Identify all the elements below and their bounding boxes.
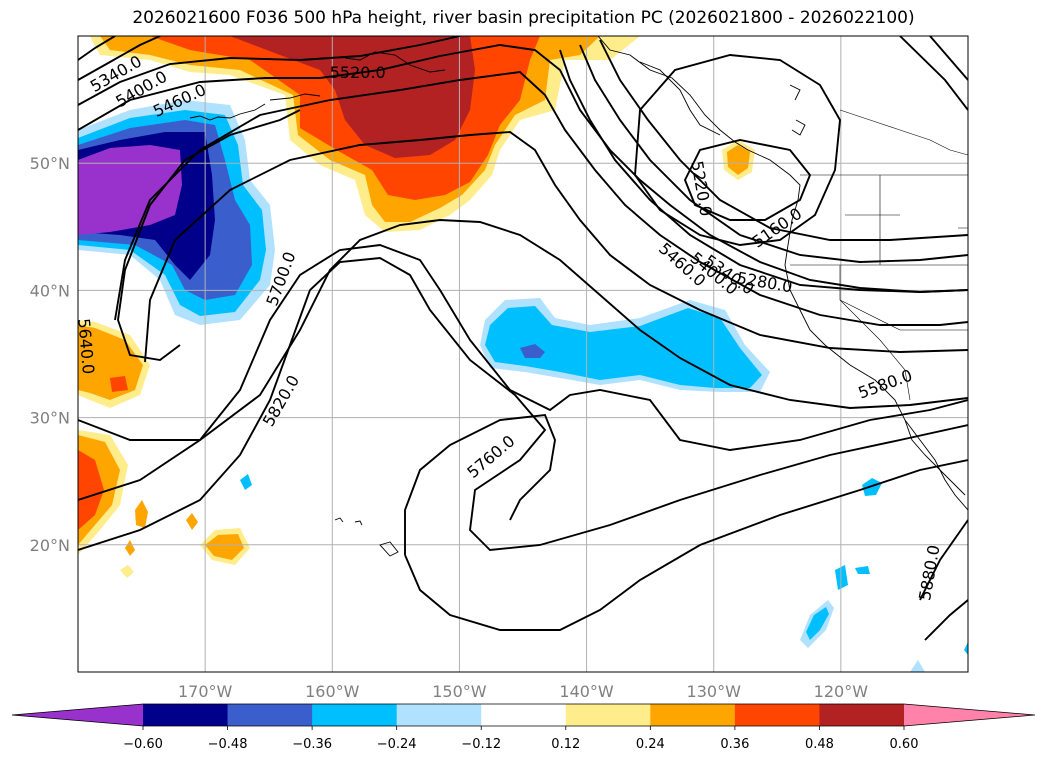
- colorbar-tick-label: −0.24: [377, 737, 417, 752]
- colorbar-segment: [143, 704, 229, 726]
- colorbar-segment: [481, 704, 567, 726]
- colorbar-tick-label: −0.60: [123, 737, 163, 752]
- lat-tick-label: 50°N: [30, 154, 70, 173]
- contour-label-text: 5820.0: [259, 372, 303, 430]
- colorbar-segment: [734, 704, 820, 726]
- colorbar-segment: [227, 704, 313, 726]
- lat-tick-label: 30°N: [30, 409, 70, 428]
- colorbar-segment: [396, 704, 482, 726]
- colorbar-tick-label: −0.12: [461, 737, 501, 752]
- lon-tick-label: 120°W: [814, 682, 869, 701]
- contour-label: 5880.0: [915, 543, 943, 601]
- map-frame: [77, 35, 969, 673]
- lat-tick-label: 20°N: [30, 536, 70, 555]
- lon-tick-label: 150°W: [432, 682, 487, 701]
- negative-anomaly-west-pacific: [78, 100, 275, 325]
- colorbar-tick-label: 0.60: [890, 737, 919, 752]
- lat-tick-label: 40°N: [30, 281, 70, 300]
- scattered-anomaly-spots: [120, 140, 968, 672]
- contour-label-text: 5520.0: [330, 63, 386, 82]
- colorbar-segment: [650, 704, 736, 726]
- colorbar: −0.60 −0.48 −0.36 −0.24 −0.12 0.12 0.24 0.36 0.4…: [11, 703, 1036, 752]
- map-gridlines: [78, 36, 968, 672]
- colorbar-extend-max: [904, 704, 1035, 726]
- contour-label: 5580.0: [856, 366, 915, 403]
- contour-label-text: 5580.0: [856, 366, 915, 403]
- negative-anomaly-central-pacific: [480, 298, 770, 392]
- colorbar-tick-label: 0.36: [720, 737, 749, 752]
- colorbar-segment: [819, 704, 905, 726]
- lon-tick-label: 140°W: [559, 682, 614, 701]
- contour-label-text: 5640.0: [74, 318, 98, 375]
- positive-anomaly-west-edge: [78, 320, 150, 555]
- height-contours: [78, 36, 968, 641]
- contour-label: 5820.0: [259, 372, 303, 430]
- colorbar-segment: [312, 704, 398, 726]
- colorbar-tick-label: −0.36: [292, 737, 332, 752]
- lon-tick-label: 170°W: [178, 682, 233, 701]
- precipitation-pc-shading: [78, 36, 968, 672]
- contour-label-text: 5760.0: [463, 431, 518, 482]
- colorbar-tick-label: 0.24: [636, 737, 665, 752]
- contour-label: 5640.0: [74, 318, 98, 375]
- contour-label: 5520.0: [330, 63, 386, 82]
- colorbar-segment: [565, 704, 651, 726]
- colorbar-tick-label: −0.48: [208, 737, 248, 752]
- map-title: 2026021600 F036 500 hPa height, river ba…: [132, 8, 915, 28]
- colorbar-extend-min: [12, 704, 143, 726]
- lon-tick-label: 160°W: [305, 682, 360, 701]
- colorbar-tick-label: 0.48: [805, 737, 834, 752]
- political-borders: [790, 109, 968, 401]
- contour-label-text: 5220.0: [687, 159, 715, 217]
- colorbar-tick-label: 0.12: [551, 737, 580, 752]
- contour-label: 5760.0: [463, 431, 518, 482]
- lon-tick-label: 130°W: [687, 682, 742, 701]
- contour-label: 5220.0: [687, 159, 715, 217]
- contour-label-text: 5880.0: [915, 543, 943, 601]
- axis-labels: 170°W 160°W 150°W 140°W 130°W 120°W 50°N 40°N 30…: [30, 154, 869, 701]
